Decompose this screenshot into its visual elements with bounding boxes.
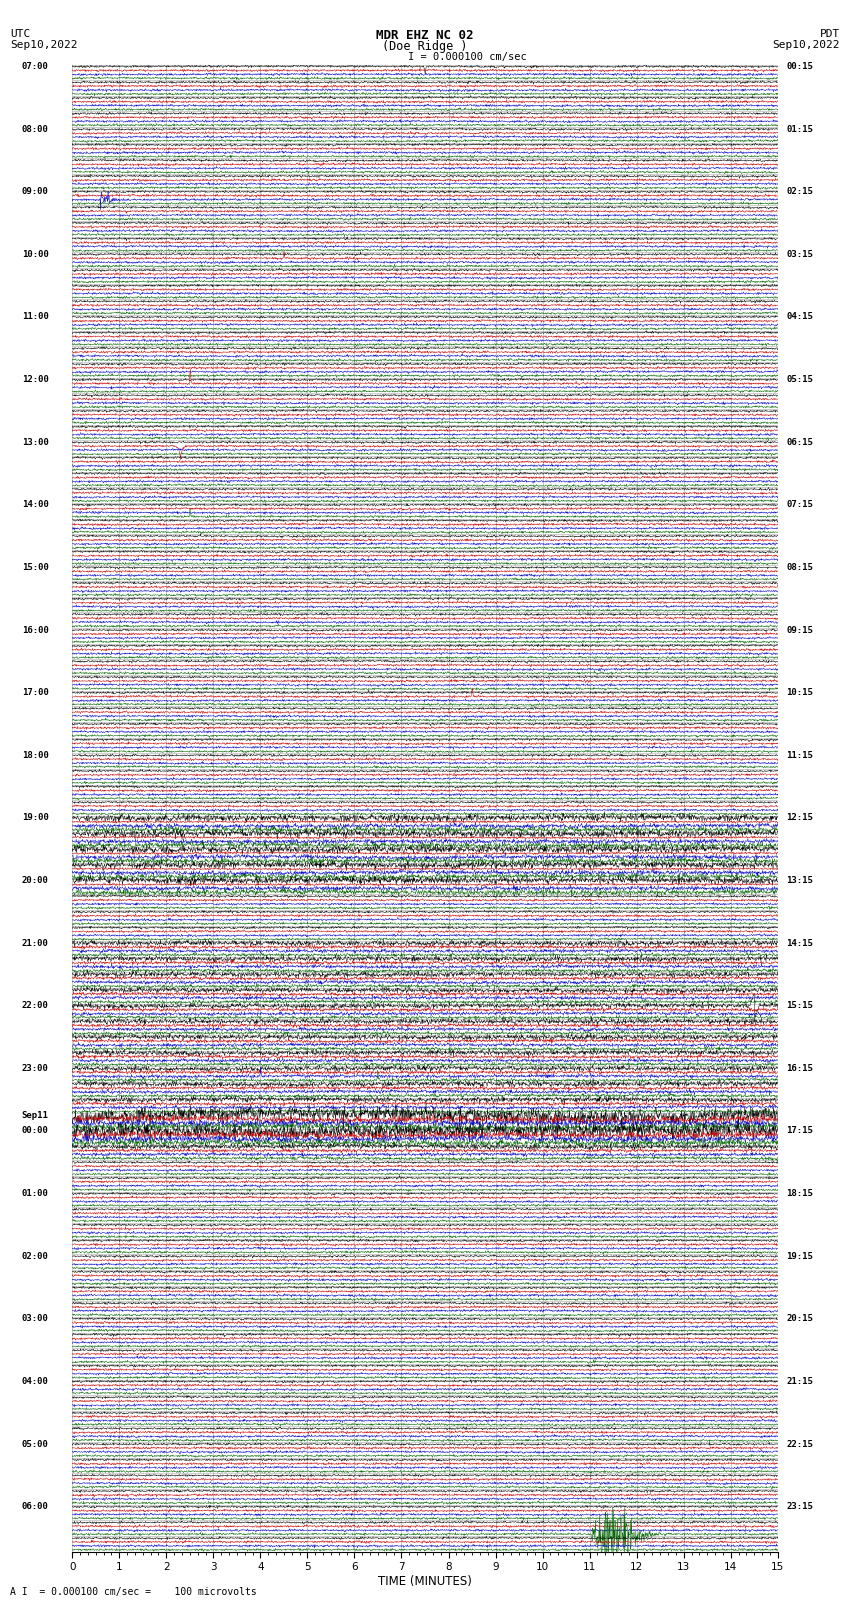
Text: Sep10,2022: Sep10,2022	[773, 40, 840, 50]
Text: I = 0.000100 cm/sec: I = 0.000100 cm/sec	[408, 52, 527, 61]
Text: 11:15: 11:15	[786, 750, 813, 760]
Text: 06:00: 06:00	[22, 1502, 48, 1511]
Text: 05:00: 05:00	[22, 1439, 48, 1448]
Text: Sep11: Sep11	[22, 1111, 48, 1119]
Text: UTC: UTC	[10, 29, 31, 39]
Text: 12:00: 12:00	[22, 376, 48, 384]
Text: 15:00: 15:00	[22, 563, 48, 573]
Text: 10:00: 10:00	[22, 250, 48, 258]
Text: 00:15: 00:15	[786, 61, 813, 71]
Text: 00:00: 00:00	[22, 1126, 48, 1136]
Text: 08:00: 08:00	[22, 124, 48, 134]
Text: 10:15: 10:15	[786, 689, 813, 697]
X-axis label: TIME (MINUTES): TIME (MINUTES)	[378, 1574, 472, 1587]
Text: 01:00: 01:00	[22, 1189, 48, 1198]
Text: 19:00: 19:00	[22, 813, 48, 823]
Text: 20:00: 20:00	[22, 876, 48, 886]
Text: 18:00: 18:00	[22, 750, 48, 760]
Text: Sep10,2022: Sep10,2022	[10, 40, 77, 50]
Text: 09:15: 09:15	[786, 626, 813, 634]
Text: 04:15: 04:15	[786, 313, 813, 321]
Text: 01:15: 01:15	[786, 124, 813, 134]
Text: 14:00: 14:00	[22, 500, 48, 510]
Text: 11:00: 11:00	[22, 313, 48, 321]
Text: 03:00: 03:00	[22, 1315, 48, 1323]
Text: 07:00: 07:00	[22, 61, 48, 71]
Text: 23:15: 23:15	[786, 1502, 813, 1511]
Text: 20:15: 20:15	[786, 1315, 813, 1323]
Text: PDT: PDT	[819, 29, 840, 39]
Text: 23:00: 23:00	[22, 1065, 48, 1073]
Text: MDR EHZ NC 02: MDR EHZ NC 02	[377, 29, 473, 42]
Text: 08:15: 08:15	[786, 563, 813, 573]
Text: 12:15: 12:15	[786, 813, 813, 823]
Text: 13:00: 13:00	[22, 437, 48, 447]
Text: 02:00: 02:00	[22, 1252, 48, 1261]
Text: 16:00: 16:00	[22, 626, 48, 634]
Text: 21:15: 21:15	[786, 1378, 813, 1386]
Text: 02:15: 02:15	[786, 187, 813, 197]
Text: A I  = 0.000100 cm/sec =    100 microvolts: A I = 0.000100 cm/sec = 100 microvolts	[10, 1587, 257, 1597]
Text: 19:15: 19:15	[786, 1252, 813, 1261]
Text: 17:00: 17:00	[22, 689, 48, 697]
Text: 21:00: 21:00	[22, 939, 48, 947]
Text: 13:15: 13:15	[786, 876, 813, 886]
Text: 03:15: 03:15	[786, 250, 813, 258]
Text: 16:15: 16:15	[786, 1065, 813, 1073]
Text: 09:00: 09:00	[22, 187, 48, 197]
Text: 17:15: 17:15	[786, 1126, 813, 1136]
Text: 22:15: 22:15	[786, 1439, 813, 1448]
Text: 14:15: 14:15	[786, 939, 813, 947]
Text: 18:15: 18:15	[786, 1189, 813, 1198]
Text: 06:15: 06:15	[786, 437, 813, 447]
Text: 04:00: 04:00	[22, 1378, 48, 1386]
Text: 07:15: 07:15	[786, 500, 813, 510]
Text: 05:15: 05:15	[786, 376, 813, 384]
Text: 15:15: 15:15	[786, 1002, 813, 1010]
Text: (Doe Ridge ): (Doe Ridge )	[382, 40, 468, 53]
Text: 22:00: 22:00	[22, 1002, 48, 1010]
